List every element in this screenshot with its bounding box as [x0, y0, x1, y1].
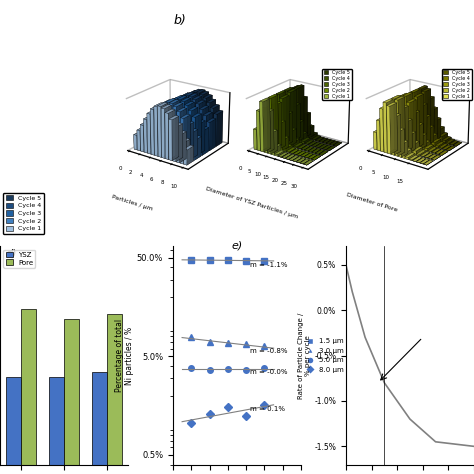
Bar: [49, 377, 64, 465]
Bar: [21, 310, 36, 465]
Text: m = -1.1%: m = -1.1%: [250, 262, 287, 268]
Bar: [64, 319, 79, 465]
X-axis label: Particles / μm: Particles / μm: [111, 194, 153, 211]
Legend: Cycle 5, Cycle 4, Cycle 3, Cycle 2, Cycle 1: Cycle 5, Cycle 4, Cycle 3, Cycle 2, Cycl…: [322, 69, 352, 100]
Text: d): d): [6, 248, 18, 258]
X-axis label: Diameter of YSZ Particles / μm: Diameter of YSZ Particles / μm: [205, 186, 299, 219]
Text: e): e): [231, 240, 243, 250]
Bar: [92, 373, 107, 465]
Legend: 1.5 μm, 3.0 μm, 5.0 μm, 8.0 μm: 1.5 μm, 3.0 μm, 5.0 μm, 8.0 μm: [305, 336, 346, 375]
Text: b): b): [174, 14, 186, 27]
Y-axis label: Rate of Particle Change /
% per cycle: Rate of Particle Change / % per cycle: [299, 312, 311, 399]
Bar: [107, 314, 122, 465]
Text: m = 0.1%: m = 0.1%: [250, 406, 285, 412]
Text: m = -0.8%: m = -0.8%: [250, 348, 287, 354]
Legend: YSZ, Pore: YSZ, Pore: [3, 250, 35, 268]
Bar: [6, 377, 21, 465]
Legend: Cycle 5, Cycle 4, Cycle 3, Cycle 2, Cycle 1: Cycle 5, Cycle 4, Cycle 3, Cycle 2, Cycl…: [3, 192, 44, 234]
Legend: Cycle 5, Cycle 4, Cycle 3, Cycle 2, Cycle 1: Cycle 5, Cycle 4, Cycle 3, Cycle 2, Cycl…: [442, 69, 472, 100]
Text: m = -0.0%: m = -0.0%: [250, 369, 287, 375]
X-axis label: Diameter of Pore: Diameter of Pore: [346, 192, 398, 213]
Y-axis label: Percentage of total
Ni particles / %: Percentage of total Ni particles / %: [115, 319, 134, 392]
